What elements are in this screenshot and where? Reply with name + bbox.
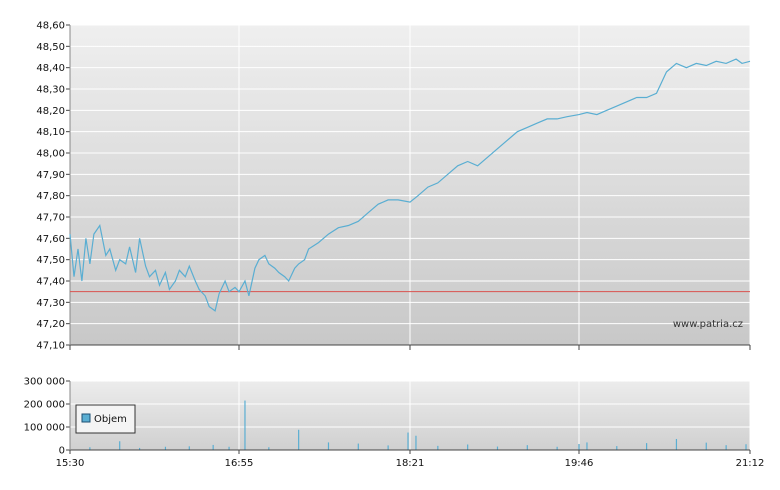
price-y-tick-label: 48,60 [36, 21, 65, 32]
watermark-text: www.patria.cz [673, 319, 743, 330]
price-y-tick-label: 47,30 [36, 298, 65, 309]
price-y-tick-label: 48,20 [36, 106, 65, 117]
x-tick-label: 19:46 [565, 458, 594, 469]
price-y-tick-label: 47,50 [36, 255, 65, 266]
price-series-line [69, 58, 751, 312]
volume-y-tick-label: 300 000 [24, 377, 65, 388]
volume-y-axis: 0 100 000 200 000 300 000 [24, 377, 70, 457]
price-y-axis: 47,10 47,20 47,30 47,40 47,50 47,60 47,70 47,80… [36, 21, 70, 352]
volume-y-tick-label: 200 000 [24, 400, 65, 411]
price-y-tick-label: 47,60 [36, 234, 65, 245]
price-y-tick-label: 47,70 [36, 213, 65, 224]
price-y-tick-label: 47,20 [36, 319, 65, 330]
price-y-tick-label: 48,00 [36, 149, 65, 160]
x-tick-label: 18:21 [396, 458, 425, 469]
legend-label: Objem [94, 414, 127, 425]
volume-bars [89, 400, 747, 450]
price-y-tick-label: 48,30 [36, 85, 65, 96]
volume-legend: Objem [75, 404, 136, 434]
price-y-tick-label: 47,40 [36, 277, 65, 288]
x-tick-label: 16:55 [225, 458, 254, 469]
volume-y-tick-label: 0 [59, 446, 65, 457]
price-x-ticks [69, 345, 751, 350]
price-y-tick-label: 48,50 [36, 42, 65, 53]
legend-swatch-icon [81, 413, 91, 423]
price-y-tick-label: 48,40 [36, 63, 65, 74]
price-y-tick-label: 47,90 [36, 170, 65, 181]
x-tick-label: 21:12 [736, 458, 765, 469]
volume-y-tick-label: 100 000 [24, 423, 65, 434]
x-tick-label: 15:30 [56, 458, 85, 469]
price-y-tick-label: 47,10 [36, 341, 65, 352]
price-y-tick-label: 47,80 [36, 191, 65, 202]
price-y-tick-label: 48,10 [36, 127, 65, 138]
volume-x-axis: 15:30 16:55 18:21 19:46 21:12 [56, 450, 765, 469]
